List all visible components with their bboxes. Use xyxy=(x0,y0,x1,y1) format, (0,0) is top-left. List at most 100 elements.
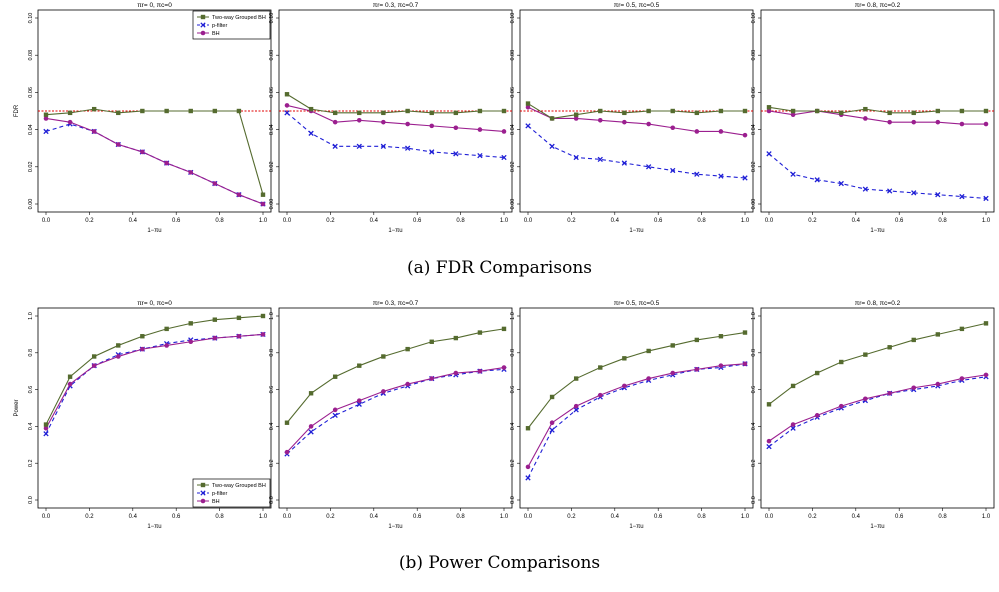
data-point xyxy=(598,365,603,370)
y-tick-label: 0.02 xyxy=(269,161,275,172)
chart-panel-4: πr= 0.8, πc=0.2 0.0 0.2 0.4 0.6 0.8 1.0 1−πu 0.0… xyxy=(751,2,995,234)
data-point xyxy=(525,475,531,481)
y-tick-label: 0.6 xyxy=(269,386,275,394)
x-tick-label: 0.0 xyxy=(42,514,51,520)
x-tick-label: 0.4 xyxy=(370,218,379,224)
data-point xyxy=(140,334,145,339)
series-line xyxy=(286,112,505,159)
series-line xyxy=(45,123,264,205)
data-point xyxy=(116,343,121,348)
x-tick-label: 0.8 xyxy=(215,514,224,520)
data-point xyxy=(597,118,603,123)
data-point xyxy=(212,181,218,186)
data-point xyxy=(622,110,627,116)
y-tick-label: 0.06 xyxy=(269,87,275,98)
y-tick-label: 0.2 xyxy=(751,459,757,467)
data-point xyxy=(573,403,579,409)
series-line xyxy=(527,106,746,136)
series-line xyxy=(768,110,986,125)
y-tick-label: 0.10 xyxy=(28,13,34,24)
chart-panel-3: πr= 0.5, πc=0.5 0.0 0.2 0.4 0.6 0.8 1.0 1−πu 0.0… xyxy=(510,2,754,234)
legend-marker xyxy=(200,30,206,36)
data-point xyxy=(356,401,362,407)
x-tick-label: 0.8 xyxy=(938,218,947,224)
data-point xyxy=(838,403,844,409)
data-point xyxy=(453,335,459,341)
plot-frame xyxy=(37,307,272,509)
data-point xyxy=(164,160,169,166)
data-point xyxy=(935,108,941,114)
data-point xyxy=(622,383,627,389)
data-point xyxy=(862,186,869,192)
series-line xyxy=(286,368,505,455)
y-tick-label: 0.10 xyxy=(269,13,275,24)
data-point xyxy=(645,164,652,170)
data-point xyxy=(549,116,555,121)
panel-title: πr= 0.5, πc=0.5 xyxy=(614,2,660,9)
data-point xyxy=(164,108,169,114)
x-tick-label: 0.0 xyxy=(42,218,51,224)
data-point xyxy=(43,128,49,135)
y-tick-label: 0.0 xyxy=(269,496,275,504)
power-caption: (b) Power Comparisons xyxy=(398,553,601,573)
data-point xyxy=(332,119,338,125)
x-axis-label: 1−πu xyxy=(388,524,402,530)
data-point xyxy=(549,143,555,149)
y-tick-label: 0.04 xyxy=(269,124,275,135)
legend-entry: BH xyxy=(212,499,220,505)
data-point xyxy=(477,330,483,335)
panel-title: πr= 0, πc=0 xyxy=(137,300,172,307)
legend-marker xyxy=(200,490,206,496)
data-point xyxy=(573,112,579,117)
y-tick-label: 1.0 xyxy=(510,312,516,320)
data-point xyxy=(284,103,290,108)
series-line xyxy=(45,108,264,195)
y-tick-label: 0.10 xyxy=(751,13,757,24)
series-line xyxy=(768,376,987,448)
legend: Two-way Grouped BH p-filter BH xyxy=(192,478,271,508)
y-tick-label: 0.8 xyxy=(751,349,757,357)
data-point xyxy=(381,389,386,394)
data-point xyxy=(814,370,820,376)
y-tick-label: 0.06 xyxy=(510,87,516,98)
y-tick-label: 0.08 xyxy=(28,50,34,61)
data-point xyxy=(839,359,844,365)
x-tick-label: 0.4 xyxy=(611,218,620,224)
data-point xyxy=(501,129,507,134)
data-point xyxy=(983,372,989,378)
series-line xyxy=(286,366,505,453)
series-line xyxy=(768,322,987,405)
y-tick-label: 0.08 xyxy=(269,50,275,61)
data-point xyxy=(188,321,193,326)
y-tick-label: 0.0 xyxy=(28,496,34,504)
data-point xyxy=(43,425,49,431)
x-tick-label: 0.6 xyxy=(413,218,422,224)
series-line xyxy=(286,104,505,133)
data-point xyxy=(43,422,49,427)
y-tick-label: 0.04 xyxy=(751,124,757,135)
x-axis-label: 1−πu xyxy=(629,524,643,530)
data-point xyxy=(67,381,73,387)
data-point xyxy=(646,108,651,114)
y-axis-label: FDR xyxy=(14,104,20,117)
data-point xyxy=(308,424,314,429)
x-tick-label: 0.0 xyxy=(283,514,292,520)
y-tick-label: 0.6 xyxy=(28,386,34,394)
x-tick-label: 0.6 xyxy=(172,514,181,520)
data-point xyxy=(742,361,748,367)
series-line xyxy=(45,333,264,435)
data-point xyxy=(887,119,892,125)
data-point xyxy=(308,106,314,112)
series-two-way-grouped-bh xyxy=(43,313,266,427)
legend: Two-way Grouped BH p-filter BH xyxy=(192,10,271,40)
data-point xyxy=(573,116,579,121)
x-tick-label: 1.0 xyxy=(982,514,991,520)
x-tick-label: 0.6 xyxy=(895,514,904,520)
data-point xyxy=(477,368,483,374)
data-point xyxy=(790,425,796,431)
series-line xyxy=(527,125,746,179)
data-point xyxy=(790,171,796,177)
x-tick-label: 1.0 xyxy=(500,514,509,520)
data-point xyxy=(115,354,121,359)
data-point xyxy=(863,116,868,121)
